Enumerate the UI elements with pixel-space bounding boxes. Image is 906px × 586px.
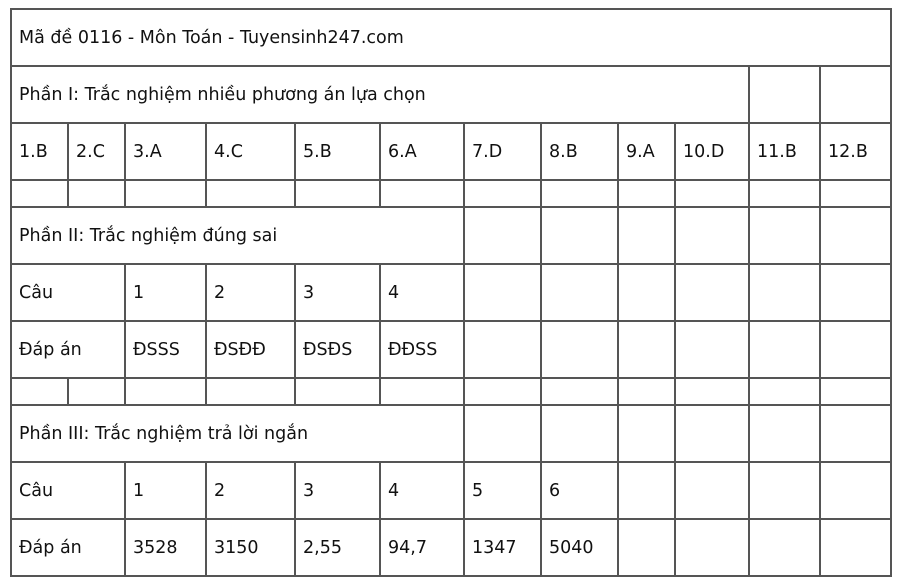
part1-answer: 10.D [674,122,750,181]
part1-answer: 8.B [540,122,619,181]
part3-question-number: 1 [124,461,207,520]
empty-cell [818,320,893,379]
empty-cell [748,461,821,520]
part3-answer: 1347 [463,518,542,577]
empty-cell [818,404,893,463]
part3-question-number: 5 [463,461,542,520]
empty-cell [617,179,676,208]
empty-cell [294,377,381,406]
part1-answer: 7.D [463,122,542,181]
part1-answer: 5.B [294,122,381,181]
part2-question-label: Câu [10,263,126,322]
empty-cell [674,404,750,463]
part3-answer-label: Đáp án [10,518,126,577]
empty-cell [463,179,542,208]
empty-cell [205,179,296,208]
part3-answer: 3528 [124,518,207,577]
empty-cell [617,518,676,577]
part3-question-number: 6 [540,461,619,520]
empty-cell [818,263,893,322]
empty-cell [818,206,893,265]
part2-answer: ĐSSS [124,320,207,379]
empty-cell [818,65,893,124]
part2-question-number: 4 [379,263,465,322]
part1-answer: 2.C [67,122,126,181]
empty-cell [463,404,542,463]
empty-cell [540,404,619,463]
part1-answer: 9.A [617,122,676,181]
empty-cell [463,263,542,322]
answer-key-table: Mã đề 0116 - Môn Toán - Tuyensinh247.com… [9,8,893,577]
empty-cell [748,320,821,379]
empty-cell [379,377,465,406]
part2-answer: ĐĐSS [379,320,465,379]
empty-cell [617,404,676,463]
empty-cell [617,461,676,520]
empty-cell [674,179,750,208]
part3-heading: Phần III: Trắc nghiệm trả lời ngắn [10,404,465,463]
part2-heading: Phần II: Trắc nghiệm đúng sai [10,206,465,265]
part2-question-number: 2 [205,263,296,322]
empty-cell [463,206,542,265]
table-title: Mã đề 0116 - Môn Toán - Tuyensinh247.com [9,8,893,67]
empty-cell [10,377,69,406]
empty-cell [748,179,821,208]
part3-question-label: Câu [10,461,126,520]
empty-cell [540,263,619,322]
empty-cell [67,377,126,406]
empty-cell [674,320,750,379]
empty-cell [124,377,207,406]
part3-question-number: 2 [205,461,296,520]
part2-question-number: 1 [124,263,207,322]
empty-cell [818,179,893,208]
empty-cell [674,461,750,520]
empty-cell [748,65,821,124]
part3-answer: 3150 [205,518,296,577]
empty-cell [463,320,542,379]
empty-cell [617,377,676,406]
empty-cell [674,206,750,265]
empty-cell [540,320,619,379]
empty-cell [748,377,821,406]
part2-answer: ĐSĐS [294,320,381,379]
empty-cell [379,179,465,208]
part1-answer: 3.A [124,122,207,181]
empty-cell [124,179,207,208]
part1-answer: 6.A [379,122,465,181]
empty-cell [674,263,750,322]
empty-cell [540,377,619,406]
part1-answer: 12.B [818,122,893,181]
part3-question-number: 3 [294,461,381,520]
part3-question-number: 4 [379,461,465,520]
empty-cell [10,179,69,208]
empty-cell [748,263,821,322]
part2-answer-label: Đáp án [10,320,126,379]
empty-cell [540,179,619,208]
part3-answer: 5040 [540,518,619,577]
empty-cell [463,377,542,406]
empty-cell [748,518,821,577]
empty-cell [748,206,821,265]
empty-cell [818,461,893,520]
part3-answer: 2,55 [294,518,381,577]
part2-question-number: 3 [294,263,381,322]
empty-cell [674,518,750,577]
empty-cell [617,320,676,379]
empty-cell [818,518,893,577]
empty-cell [205,377,296,406]
empty-cell [617,263,676,322]
empty-cell [818,377,893,406]
part1-answer: 4.C [205,122,296,181]
part2-answer: ĐSĐĐ [205,320,296,379]
part1-heading: Phần I: Trắc nghiệm nhiều phương án lựa … [10,65,750,124]
part1-answer: 11.B [748,122,821,181]
empty-cell [674,377,750,406]
part1-answer: 1.B [10,122,69,181]
empty-cell [294,179,381,208]
empty-cell [540,206,619,265]
empty-cell [67,179,126,208]
part3-answer: 94,7 [379,518,465,577]
empty-cell [748,404,821,463]
empty-cell [617,206,676,265]
